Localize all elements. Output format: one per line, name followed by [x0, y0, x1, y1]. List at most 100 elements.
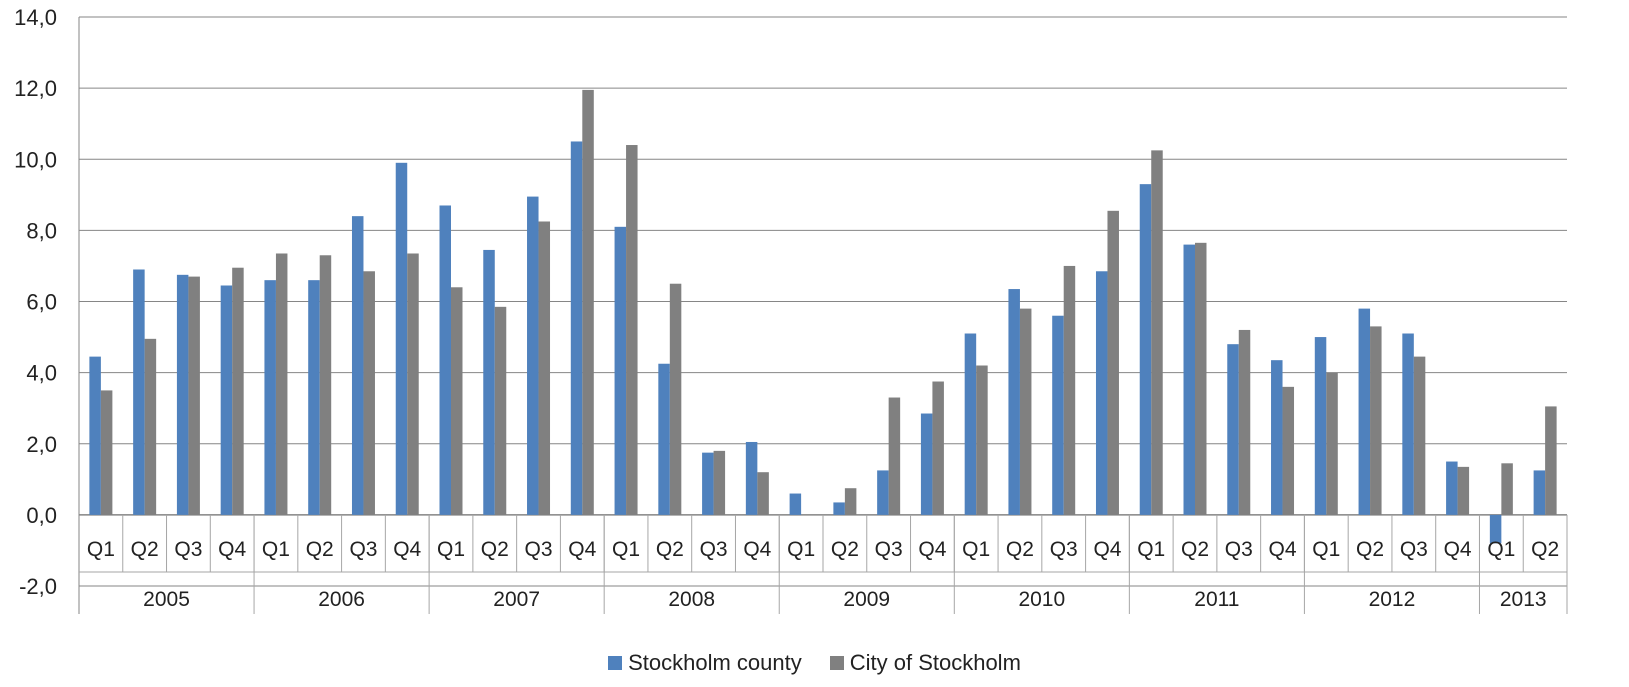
x-tick-label-quarter: Q1 [787, 538, 815, 561]
bar-city-of-stockholm [844, 488, 857, 515]
x-tick-label-year: 2005 [143, 588, 190, 611]
x-tick-label-quarter: Q1 [962, 538, 990, 561]
bar-city-of-stockholm [451, 287, 463, 515]
x-tick-label-quarter: Q3 [700, 538, 728, 561]
bar-city-of-stockholm [1151, 150, 1163, 515]
bar-city-of-stockholm [363, 271, 375, 515]
x-tick-label-quarter: Q2 [1181, 538, 1209, 561]
bar-city-of-stockholm [1370, 326, 1382, 515]
x-tick-label-quarter: Q1 [1137, 538, 1165, 561]
bar-stockholm-county [1271, 360, 1283, 515]
bar-city-of-stockholm [1457, 466, 1470, 515]
y-tick-label: 10,0 [14, 147, 57, 172]
y-tick-label: -2,0 [19, 574, 57, 599]
x-tick-label-quarter: Q3 [349, 538, 377, 561]
x-tick-label-quarter: Q3 [875, 538, 903, 561]
x-tick-label-year: 2007 [493, 588, 540, 611]
bar-stockholm-county [833, 502, 845, 515]
bar-stockholm-county [789, 493, 802, 515]
bar-city-of-stockholm [888, 397, 901, 515]
x-tick-label-quarter: Q4 [1269, 538, 1297, 561]
bar-stockholm-county [614, 226, 627, 515]
x-tick-label-quarter: Q3 [1225, 538, 1253, 561]
bar-stockholm-county [483, 249, 495, 515]
x-tick-label-quarter: Q4 [918, 538, 946, 561]
x-tick-label-quarter: Q3 [525, 538, 553, 561]
bar-stockholm-county [1008, 289, 1020, 515]
bar-stockholm-county [395, 162, 408, 515]
bar-stockholm-county [439, 205, 451, 515]
x-tick-label-quarter: Q2 [481, 538, 509, 561]
bar-city-of-stockholm [407, 253, 419, 515]
bar-city-of-stockholm [713, 450, 726, 515]
bar-stockholm-county [1052, 315, 1064, 515]
bar-stockholm-county [1095, 271, 1108, 515]
x-tick-label-quarter: Q2 [656, 538, 684, 561]
bar-stockholm-county [1489, 514, 1502, 544]
bar-city-of-stockholm [976, 365, 988, 515]
y-tick-label: 2,0 [26, 432, 57, 457]
bar-stockholm-county [570, 141, 583, 515]
bar-city-of-stockholm [494, 306, 507, 515]
bar-city-of-stockholm [1501, 463, 1513, 515]
y-tick-label: 14,0 [14, 5, 57, 30]
legend-item-county: Stockholm county [608, 650, 802, 676]
bar-stockholm-county [351, 216, 364, 515]
bar-city-of-stockholm [1282, 386, 1295, 515]
y-tick-label: 6,0 [26, 290, 57, 315]
bar-city-of-stockholm [1107, 210, 1119, 515]
x-tick-label-quarter: Q2 [306, 538, 334, 561]
x-tick-label-quarter: Q1 [262, 538, 290, 561]
y-tick-label: 4,0 [26, 361, 57, 386]
bar-city-of-stockholm [932, 381, 944, 515]
bar-stockholm-county [1446, 461, 1458, 515]
bar-city-of-stockholm [538, 221, 551, 515]
bar-stockholm-county [1402, 333, 1414, 515]
bar-city-of-stockholm [188, 276, 200, 515]
x-tick-label-quarter: Q1 [437, 538, 465, 561]
bar-city-of-stockholm [100, 390, 113, 515]
bar-city-of-stockholm [319, 255, 332, 515]
legend-item-city: City of Stockholm [829, 650, 1021, 676]
bar-stockholm-county [1533, 470, 1546, 515]
y-tick-label: 12,0 [14, 76, 57, 101]
bar-stockholm-county [176, 274, 189, 515]
x-tick-label-year: 2010 [1018, 588, 1065, 611]
bar-city-of-stockholm [1063, 265, 1076, 515]
bar-stockholm-county [1183, 244, 1195, 515]
x-tick-label-quarter: Q2 [131, 538, 159, 561]
x-tick-label-quarter: Q2 [1006, 538, 1034, 561]
bar-city-of-stockholm [1195, 242, 1207, 515]
x-tick-label-quarter: Q3 [1050, 538, 1078, 561]
bar-city-of-stockholm [144, 338, 157, 515]
x-tick-label-quarter: Q3 [1400, 538, 1428, 561]
bar-city-of-stockholm [1238, 329, 1251, 515]
x-tick-label-quarter: Q1 [1487, 538, 1515, 561]
legend-label-city: City of Stockholm [849, 650, 1021, 675]
bar-stockholm-county [308, 280, 320, 515]
x-tick-label-year: 2009 [843, 588, 890, 611]
x-tick-label-year: 2012 [1369, 588, 1416, 611]
bar-stockholm-county [964, 333, 977, 515]
x-tick-label-quarter: Q4 [393, 538, 421, 561]
bar-city-of-stockholm [626, 145, 638, 515]
y-tick-label: 8,0 [26, 218, 57, 243]
x-tick-label-quarter: Q3 [174, 538, 202, 561]
bar-stockholm-county [1227, 344, 1239, 515]
x-tick-label-year: 2011 [1194, 588, 1239, 611]
bar-stockholm-county [1314, 337, 1327, 515]
bar-stockholm-county [264, 280, 276, 515]
bar-city-of-stockholm [1019, 308, 1032, 515]
bar-stockholm-county [920, 413, 933, 515]
bar-stockholm-county [1139, 184, 1152, 515]
legend-label-county: Stockholm county [628, 650, 802, 675]
bar-city-of-stockholm [1545, 406, 1557, 515]
x-tick-label-quarter: Q1 [1312, 538, 1340, 561]
x-tick-label-quarter: Q1 [612, 538, 640, 561]
bar-stockholm-county [702, 452, 714, 515]
bar-stockholm-county [658, 363, 670, 515]
bar-stockholm-county [220, 285, 233, 515]
x-tick-label-year: 2006 [318, 588, 365, 611]
x-tick-label-quarter: Q4 [1444, 538, 1472, 561]
